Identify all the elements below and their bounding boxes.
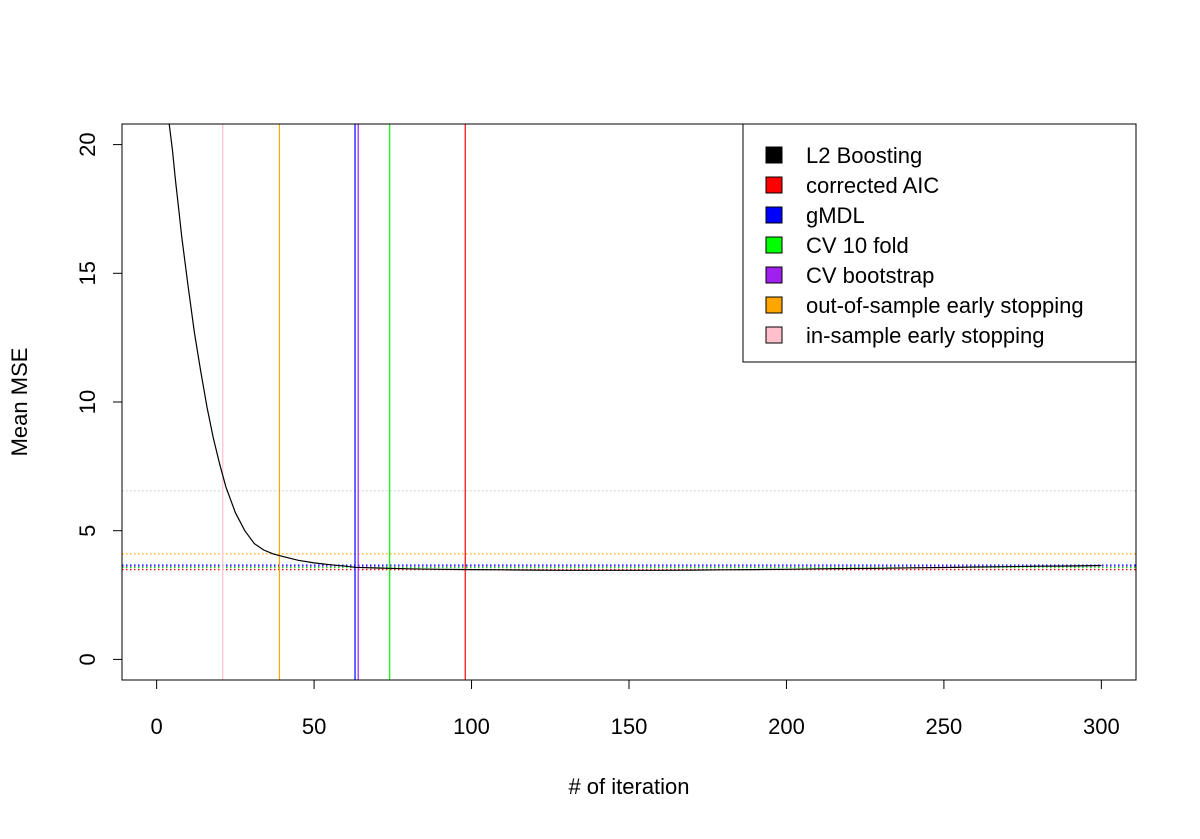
data-point	[213, 437, 214, 438]
y-tick-label: 15	[75, 261, 100, 285]
data-point	[172, 149, 173, 150]
data-point	[408, 568, 409, 569]
series-line-l2-boosting	[168, 124, 1102, 571]
x-tick-label: 50	[302, 714, 326, 739]
data-point	[206, 407, 207, 408]
y-axis-title: Mean MSE	[7, 348, 32, 457]
legend-box	[742, 123, 1137, 363]
data-point	[225, 486, 226, 487]
data-point	[345, 566, 346, 567]
data-point	[786, 569, 787, 570]
y-axis: 0 5 10 15 20	[75, 132, 123, 666]
data-point	[200, 371, 201, 372]
data-point	[943, 567, 944, 568]
data-point	[817, 568, 818, 569]
data-point	[1006, 566, 1007, 567]
legend-swatch	[765, 206, 783, 224]
data-point	[880, 568, 881, 569]
data-point	[273, 553, 274, 554]
data-point	[254, 543, 255, 544]
legend-swatch	[765, 296, 783, 314]
legend-swatch	[765, 236, 783, 254]
legend-swatch	[765, 146, 783, 164]
data-point	[691, 569, 692, 570]
data-point	[534, 569, 535, 570]
data-point	[354, 567, 355, 568]
data-point	[282, 556, 283, 557]
legend-label: CV bootstrap	[806, 263, 934, 288]
x-tick-label: 100	[453, 714, 490, 739]
x-axis-title: # of iteration	[568, 774, 689, 799]
horizontal-reference-lines	[122, 490, 1136, 571]
data-point	[754, 569, 755, 570]
legend-swatch	[765, 326, 783, 344]
data-point	[194, 332, 195, 333]
data-point	[597, 570, 598, 571]
data-point	[502, 569, 503, 570]
legend-label: gMDL	[806, 203, 865, 228]
legend-label: corrected AIC	[806, 173, 939, 198]
y-tick-label: 5	[75, 525, 100, 537]
y-tick-label: 0	[75, 653, 100, 665]
data-point	[1101, 565, 1102, 566]
series-layer	[168, 124, 1102, 571]
data-point	[1038, 566, 1039, 567]
data-point	[181, 237, 182, 238]
data-point	[235, 512, 236, 513]
x-axis: 0 50 100 150 200 250 300	[151, 679, 1120, 739]
data-point	[329, 564, 330, 565]
data-point	[263, 549, 264, 550]
data-point	[175, 180, 176, 181]
data-point	[565, 570, 566, 571]
legend-label: CV 10 fold	[806, 233, 909, 258]
data-point	[439, 569, 440, 570]
x-tick-label: 150	[611, 714, 648, 739]
legend-swatch	[765, 176, 783, 194]
x-tick-label: 0	[151, 714, 163, 739]
vertical-reference-lines	[222, 124, 466, 680]
x-tick-label: 250	[926, 714, 963, 739]
x-tick-label: 300	[1083, 714, 1120, 739]
data-point	[660, 570, 661, 571]
legend-label: L2 Boosting	[806, 143, 922, 168]
data-point	[188, 286, 189, 287]
y-tick-label: 10	[75, 390, 100, 414]
legend: L2 Boosting corrected AIC gMDL CV 10 fold CV…	[742, 123, 1137, 363]
data-point	[178, 208, 179, 209]
y-tick-label: 20	[75, 132, 100, 156]
data-point	[849, 568, 850, 569]
legend-swatch	[765, 266, 783, 284]
x-tick-label: 200	[768, 714, 805, 739]
data-point	[244, 530, 245, 531]
data-point	[723, 569, 724, 570]
data-point	[1069, 565, 1070, 566]
data-point	[471, 569, 472, 570]
data-point	[313, 562, 314, 563]
data-point	[912, 567, 913, 568]
data-point	[376, 567, 377, 568]
data-point	[219, 463, 220, 464]
data-point	[298, 560, 299, 561]
legend-label: out-of-sample early stopping	[806, 293, 1084, 318]
legend-label: in-sample early stopping	[806, 323, 1044, 348]
data-point	[628, 570, 629, 571]
data-point	[975, 566, 976, 567]
